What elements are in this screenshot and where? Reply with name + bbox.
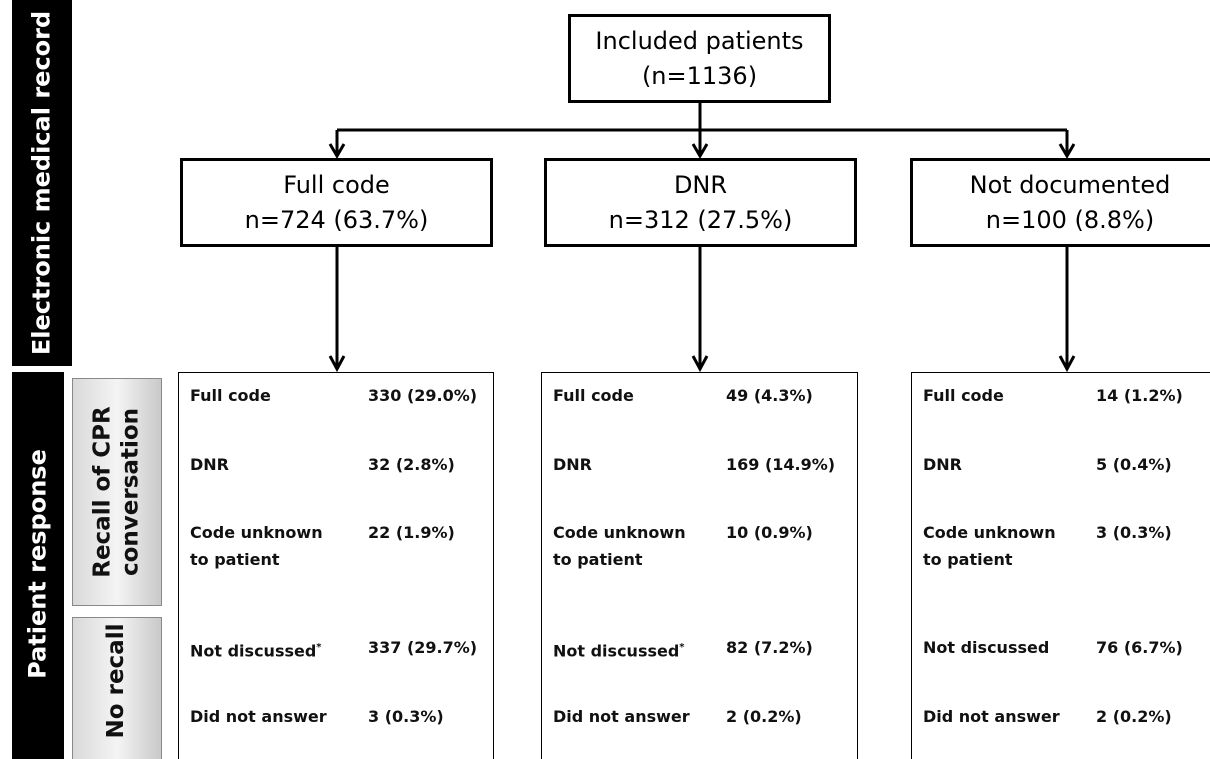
row-label: Did not answer <box>553 703 690 730</box>
response-box: Full code 49 (4.3%) DNR 169 (14.9%) Code unk… <box>541 372 858 759</box>
arrowhead <box>328 143 346 159</box>
row-value: 22 (1.9%) <box>368 523 455 542</box>
row-label: Full code <box>190 382 271 409</box>
row-label-line: Code unknown <box>923 523 1056 542</box>
row-value: 5 (0.4%) <box>1096 455 1172 474</box>
row-label: Code unknown to patient <box>553 519 686 573</box>
row-label: DNR <box>923 451 962 478</box>
row-value: 337 (29.7%) <box>368 638 478 657</box>
arrowhead <box>328 355 346 373</box>
row-label-line: Not discussed* <box>553 641 685 661</box>
row-label-line: Code unknown <box>553 523 686 542</box>
branch-box: Not documented n=100 (8.8%) <box>910 158 1210 247</box>
branch-count: n=312 (27.5%) <box>608 205 793 234</box>
row-label: Not discussed* <box>190 634 322 664</box>
arrowhead <box>691 143 709 159</box>
group-label-line: No recall <box>103 623 130 739</box>
row-value: 3 (0.3%) <box>368 707 444 726</box>
row-label: Code unknown to patient <box>190 519 323 573</box>
group-box: No recall <box>72 617 162 759</box>
response-box: Full code 14 (1.2%) DNR 5 (0.4%) Code unknow… <box>911 372 1210 759</box>
row-label-line: DNR <box>190 455 229 474</box>
row-label: Not discussed* <box>553 634 685 664</box>
branch-box: Full code n=724 (63.7%) <box>180 158 493 247</box>
row-value: 330 (29.0%) <box>368 386 478 405</box>
row-value: 10 (0.9%) <box>726 523 813 542</box>
row-label: DNR <box>553 451 592 478</box>
row-label: Did not answer <box>923 703 1060 730</box>
row-label: DNR <box>190 451 229 478</box>
sidebar-top: Electronic medical record <box>12 0 72 366</box>
footnote-mark: * <box>679 642 685 653</box>
root-box: Included patients (n=1136) <box>568 14 831 103</box>
sidebar-label: Electronic medical record <box>27 10 56 356</box>
row-value: 32 (2.8%) <box>368 455 455 474</box>
row-label-line: Full code <box>923 386 1004 405</box>
row-label-line: Code unknown <box>190 523 323 542</box>
row-label-line: to patient <box>923 550 1013 569</box>
row-label: Not discussed <box>923 634 1049 661</box>
group-label: No recall <box>103 624 131 739</box>
row-value: 49 (4.3%) <box>726 386 813 405</box>
group-label-line: Recall of CPR <box>89 406 116 578</box>
row-value: 2 (0.2%) <box>726 707 802 726</box>
row-label-line: DNR <box>923 455 962 474</box>
row-label-line: Did not answer <box>553 707 690 726</box>
row-label-line: Not discussed <box>923 638 1050 657</box>
arrowhead <box>691 355 709 373</box>
row-label-line: Did not answer <box>190 707 327 726</box>
group-label-line: conversation <box>117 407 143 577</box>
row-value: 82 (7.2%) <box>726 638 813 657</box>
row-value: 169 (14.9%) <box>726 455 836 474</box>
row-label-line: to patient <box>190 550 280 569</box>
branch-count: n=724 (63.7%) <box>244 205 429 234</box>
branch-box: DNR n=312 (27.5%) <box>544 158 857 247</box>
group-box: Recall of CPR conversation <box>72 378 162 606</box>
row-label-line: to patient <box>553 550 643 569</box>
row-value: 14 (1.2%) <box>1096 386 1183 405</box>
root-count: (n=1136) <box>641 61 758 90</box>
root-title: Included patients <box>595 26 804 55</box>
row-value: 2 (0.2%) <box>1096 707 1172 726</box>
row-label: Code unknown to patient <box>923 519 1056 573</box>
arrowhead <box>1058 143 1076 159</box>
branch-title: DNR <box>673 170 728 199</box>
row-label-line: Did not answer <box>923 707 1060 726</box>
branch-title: Full code <box>283 170 390 199</box>
branch-count: n=100 (8.8%) <box>985 205 1155 234</box>
row-value: 76 (6.7%) <box>1096 638 1183 657</box>
row-value: 3 (0.3%) <box>1096 523 1172 542</box>
row-label: Full code <box>553 382 634 409</box>
branch-title: Not documented <box>969 170 1171 199</box>
arrowhead <box>1058 355 1076 373</box>
row-label-line: DNR <box>553 455 592 474</box>
response-box: Full code 330 (29.0%) DNR 32 (2.8%) Code unk… <box>178 372 494 759</box>
footnote-mark: * <box>316 642 322 653</box>
row-label-line: Not discussed* <box>190 641 322 661</box>
row-label: Full code <box>923 382 1004 409</box>
sidebar-bottom: Patient response <box>12 372 64 759</box>
sidebar-label: Patient response <box>23 449 52 679</box>
row-label: Did not answer <box>190 703 327 730</box>
group-label: Recall of CPR conversation <box>89 406 144 578</box>
row-label-line: Full code <box>190 386 271 405</box>
row-label-line: Full code <box>553 386 634 405</box>
